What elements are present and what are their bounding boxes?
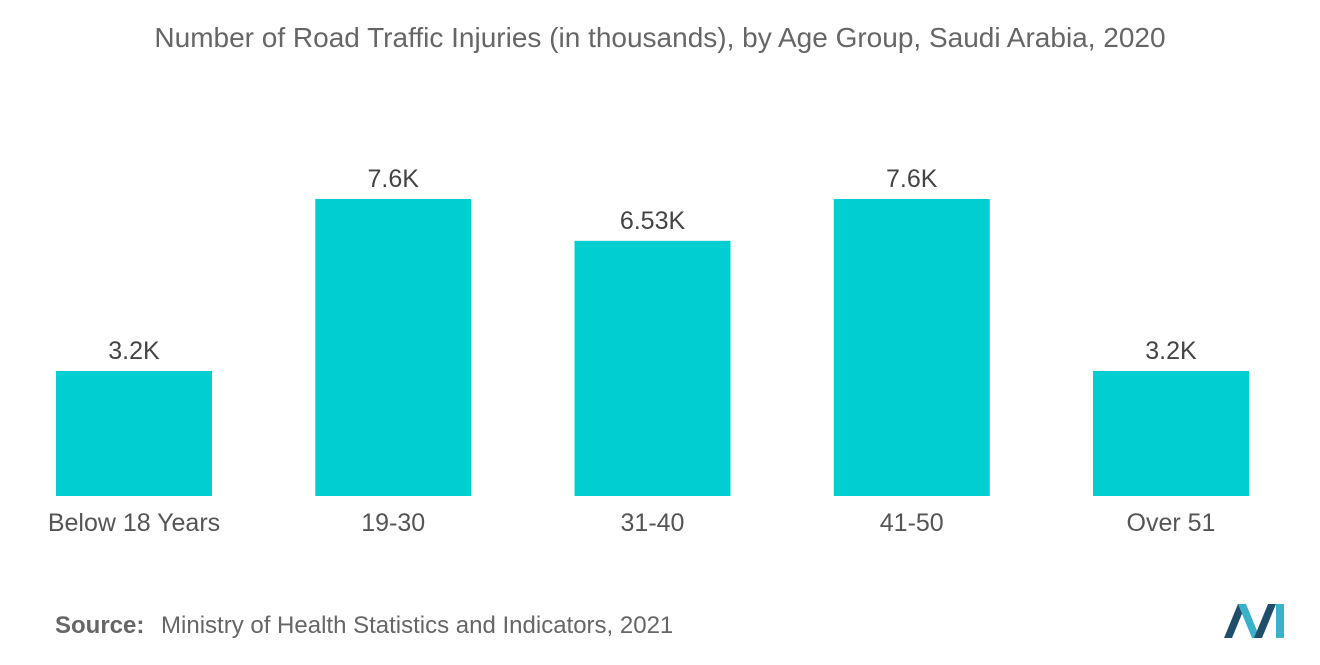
bar-4 bbox=[1093, 371, 1249, 496]
bar-0 bbox=[56, 371, 212, 496]
bar-chart: 3.2K Below 18 Years 7.6K 19-30 6.53K 31-40 7.6… bbox=[0, 0, 1320, 600]
bar-1 bbox=[315, 199, 471, 496]
bar-3 bbox=[834, 199, 990, 496]
category-label-2: 31-40 bbox=[621, 509, 685, 537]
category-label-3: 41-50 bbox=[880, 509, 944, 537]
category-label-4: Over 51 bbox=[1127, 509, 1216, 537]
data-label-3: 7.6K bbox=[886, 165, 938, 193]
data-label-4: 3.2K bbox=[1145, 337, 1197, 365]
category-label-0: Below 18 Years bbox=[48, 509, 220, 537]
category-label-1: 19-30 bbox=[361, 509, 425, 537]
mordor-intelligence-logo-icon bbox=[1224, 604, 1290, 638]
bar-2 bbox=[575, 241, 731, 496]
data-label-1: 7.6K bbox=[368, 165, 420, 193]
data-label-2: 6.53K bbox=[620, 207, 686, 235]
source-text: Ministry of Health Statistics and Indica… bbox=[161, 612, 673, 639]
source-note: Source: Ministry of Health Statistics an… bbox=[55, 612, 673, 640]
source-label: Source: bbox=[55, 612, 144, 639]
data-label-0: 3.2K bbox=[108, 337, 160, 365]
